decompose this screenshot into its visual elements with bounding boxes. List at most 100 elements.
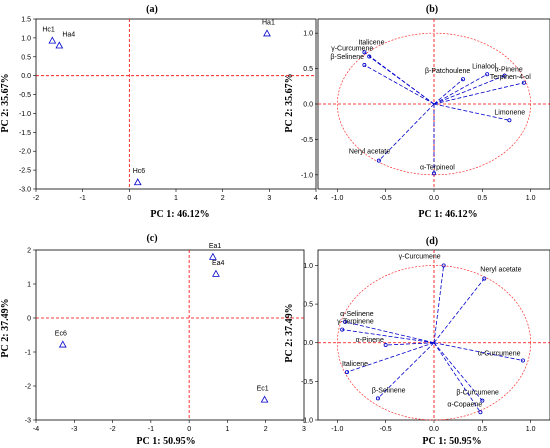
- loading-point: [441, 263, 446, 268]
- xlabel-d: PC 1: 50.95%: [422, 436, 481, 447]
- x-tick-label: -2: [33, 195, 39, 202]
- sample-label: Hc6: [133, 168, 146, 175]
- xlabel-c: PC 1: 50.95%: [136, 436, 195, 447]
- y-tick-label: 0: [27, 316, 31, 323]
- panel-label-d: (d): [426, 236, 438, 247]
- sample-point: [55, 41, 64, 49]
- loading-vector: [433, 82, 524, 105]
- y-tick-label: -0.5: [19, 92, 31, 99]
- y-tick-label: 1.5: [21, 17, 31, 24]
- y-tick-label: -2: [25, 384, 31, 391]
- x-tick-label: -2: [109, 426, 115, 433]
- variable-label: α-Curcumene: [478, 351, 521, 358]
- loading-point: [376, 158, 381, 163]
- variable-label: β-Selinene: [372, 387, 406, 394]
- sample-label: Ec6: [55, 331, 67, 338]
- x-tick-label: 2: [221, 195, 225, 202]
- y-tick-label: -0.5: [301, 379, 313, 386]
- sample-point: [48, 36, 57, 44]
- variable-label: Limonene: [494, 109, 525, 116]
- y-tick-label: 1.0: [303, 31, 313, 38]
- y-tick-label: 0.0: [21, 73, 31, 80]
- sample-point: [263, 29, 271, 37]
- variable-label: α-Pinene: [495, 67, 523, 74]
- y-tick-label: -1.0: [301, 418, 313, 425]
- loading-point: [482, 276, 487, 281]
- y-tick-label: 0.5: [303, 66, 313, 73]
- variable-label: Neryl acetate: [480, 267, 521, 274]
- y-tick-label: 0.0: [303, 102, 313, 109]
- sample-label: Ha4: [62, 31, 75, 38]
- plot-frame-a: [35, 18, 317, 190]
- ylabel-b: PC 2: 35.67%: [284, 73, 295, 132]
- y-tick-label: -3: [25, 418, 31, 425]
- y-tick-label: 0.5: [303, 302, 313, 309]
- x-tick-label: -0.5: [380, 195, 392, 202]
- sample-label: Ec1: [257, 386, 269, 393]
- y-tick-label: -1: [25, 350, 31, 357]
- panel-label-c: (c): [146, 233, 157, 244]
- x-tick-label: -3: [71, 426, 77, 433]
- y-tick-label: -0.5: [301, 137, 313, 144]
- loading-point: [343, 319, 348, 324]
- variable-label: γ-Terpinene: [337, 319, 374, 326]
- x-tick-label: 4: [314, 195, 318, 202]
- loading-vector: [344, 321, 435, 344]
- x-tick-label: 0: [187, 426, 191, 433]
- x-tick-label: 3: [302, 426, 306, 433]
- sample-point: [212, 269, 220, 277]
- variable-label: Linalool: [472, 63, 497, 70]
- y-tick-label: -1.0: [301, 172, 313, 179]
- panel-label-a: (a): [146, 4, 158, 15]
- sample-label: Hc1: [42, 27, 55, 34]
- plot-frame-c: [35, 249, 305, 421]
- loading-vector: [433, 265, 445, 343]
- x-tick-label: 1.0: [526, 195, 536, 202]
- variable-label: Italicene: [342, 361, 368, 368]
- loading-point: [367, 54, 372, 59]
- loading-vector: [433, 73, 488, 105]
- loading-point: [340, 327, 345, 332]
- x-tick-label: 0.5: [477, 195, 487, 202]
- loading-point: [502, 73, 507, 78]
- loading-point: [460, 77, 465, 82]
- loading-vector: [377, 342, 435, 399]
- unit-circle: [336, 265, 532, 421]
- variable-label: Terpinen-4-ol: [490, 74, 531, 81]
- variable-label: Neryl acetate: [349, 149, 390, 156]
- variable-label: α-Pinene: [356, 337, 384, 344]
- x-tick-label: 0: [127, 195, 131, 202]
- variable-label: β-Selinene: [330, 54, 364, 61]
- sample-label: Ha1: [262, 19, 275, 26]
- sample-point: [209, 252, 217, 260]
- panel-label-b: (b): [426, 4, 438, 15]
- loading-point: [480, 398, 485, 403]
- unit-circle: [336, 32, 532, 176]
- loading-point: [478, 410, 483, 415]
- variable-label: α-Copaene: [447, 401, 482, 408]
- sample-point: [260, 395, 269, 403]
- x-tick-label: -1: [148, 426, 154, 433]
- loading-vector: [364, 64, 435, 105]
- x-tick-label: 1.0: [526, 426, 536, 433]
- loading-point: [521, 80, 526, 85]
- sample-label: Ea1: [209, 243, 222, 250]
- loading-vector: [385, 342, 435, 346]
- loading-vector: [378, 103, 435, 161]
- loading-point: [520, 358, 525, 363]
- plot-b: -1.0 -0.5 0.0 0.5 1.0 -1.0 -0.5 0.0 0.5 1.0 Italic…: [301, 18, 550, 202]
- variable-label: β-Patchoulene: [425, 68, 470, 75]
- x-tick-label: 0.0: [429, 195, 439, 202]
- plot-a: -2 -1 0 1 2 3 4 -3.0 -2.5 -2.0 -1.5 -1.0 -0.5 0.0 0.5 1…: [19, 17, 318, 203]
- y-tick-label: 1.0: [21, 35, 31, 42]
- y-tick-label: 1: [27, 282, 31, 289]
- loading-point: [375, 396, 380, 401]
- loading-vector: [433, 78, 464, 105]
- variable-label: α-Selinene: [340, 311, 374, 318]
- loading-vector: [368, 56, 435, 105]
- loading-point: [383, 343, 388, 348]
- variable-label: γ-Curcumene: [331, 46, 373, 53]
- variable-label: α-Terpineol: [420, 164, 455, 171]
